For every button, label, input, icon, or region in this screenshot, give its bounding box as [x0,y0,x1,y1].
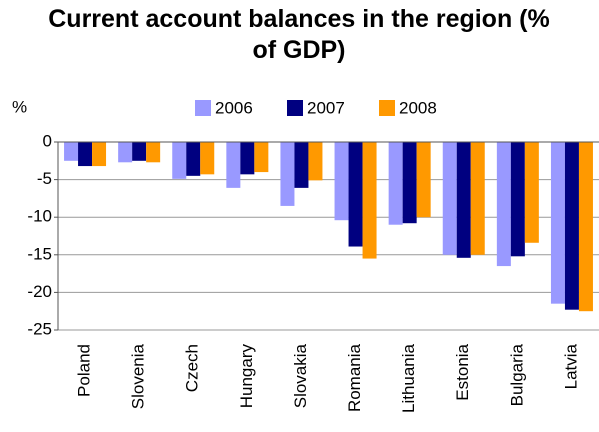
legend-label: 2006 [215,98,253,117]
bar [294,142,309,188]
y-tick-label: -25 [27,319,52,338]
bar [550,142,565,304]
bar [442,142,457,255]
x-tick-label: Romania [345,343,364,412]
bar [470,142,485,255]
legend-swatch [379,100,395,116]
bar [172,142,187,179]
x-tick-label: Bulgaria [507,343,526,406]
bar [254,142,269,173]
bar [388,142,403,225]
bar [78,142,93,167]
bar [92,142,107,167]
y-tick-label: -5 [37,169,52,188]
x-tick-label: Slovakia [291,343,310,408]
bar [200,142,215,175]
y-tick-label: -10 [27,207,52,226]
y-tick-label: 0 [43,131,52,150]
bar [334,142,349,221]
legend-label: 2007 [307,98,345,117]
bar [146,142,161,163]
x-tick-label: Estonia [453,343,472,400]
bar [118,142,133,163]
legend-swatch [287,100,303,116]
legend-label: 2008 [399,98,437,117]
bar [564,142,579,310]
bar [132,142,147,161]
x-tick-label: Lithuania [399,343,418,413]
bar [64,142,79,161]
chart-title: Current account balances in the region (… [48,5,550,64]
bar [348,142,363,247]
y-tick-label: -20 [27,282,52,301]
bar [226,142,241,188]
bar [510,142,525,257]
x-tick-label: Poland [75,344,94,397]
bar [456,142,471,258]
bar [362,142,377,259]
x-tick-label: Hungary [237,344,256,409]
bar [280,142,295,206]
x-tick-label: Latvia [561,343,580,389]
y-tick-label: -15 [27,244,52,263]
bar [416,142,431,218]
bar [578,142,593,312]
bar [240,142,255,175]
x-tick-label: Czech [183,344,202,392]
y-axis-label: % [12,97,27,116]
x-tick-label: Slovenia [129,343,148,409]
bar [186,142,201,176]
legend-swatch [195,100,211,116]
bar [524,142,539,243]
bar [308,142,323,181]
bar [402,142,417,224]
bar [496,142,511,267]
